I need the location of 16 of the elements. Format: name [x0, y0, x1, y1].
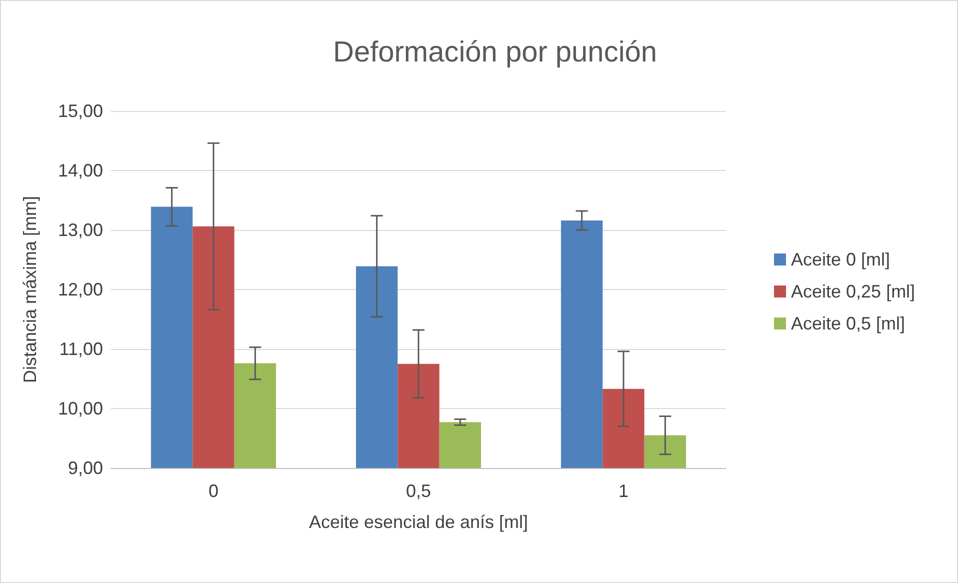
y-tick-label: 13,00	[58, 220, 103, 240]
y-tick-label: 9,00	[68, 458, 103, 478]
legend-label: Aceite 0 [ml]	[791, 250, 890, 270]
y-tick-label: 12,00	[58, 280, 103, 300]
x-axis-title: Aceite esencial de anís [ml]	[308, 512, 528, 532]
x-tick-label: 0	[208, 481, 219, 501]
x-tick-label: 1	[618, 481, 629, 501]
y-tick-label: 15,00	[58, 101, 103, 121]
y-tick-label: 11,00	[59, 339, 103, 359]
y-tick-label: 10,00	[58, 398, 103, 418]
legend-label: Aceite 0,5 [ml]	[791, 314, 906, 334]
y-axis-title: Distancia máxima [mm]	[20, 196, 40, 384]
x-tick-label: 0,5	[406, 481, 432, 501]
y-tick-label: 14,00	[58, 160, 103, 180]
chart-title: Deformación por punción	[332, 36, 658, 68]
legend-label: Aceite 0,25 [ml]	[791, 282, 916, 302]
